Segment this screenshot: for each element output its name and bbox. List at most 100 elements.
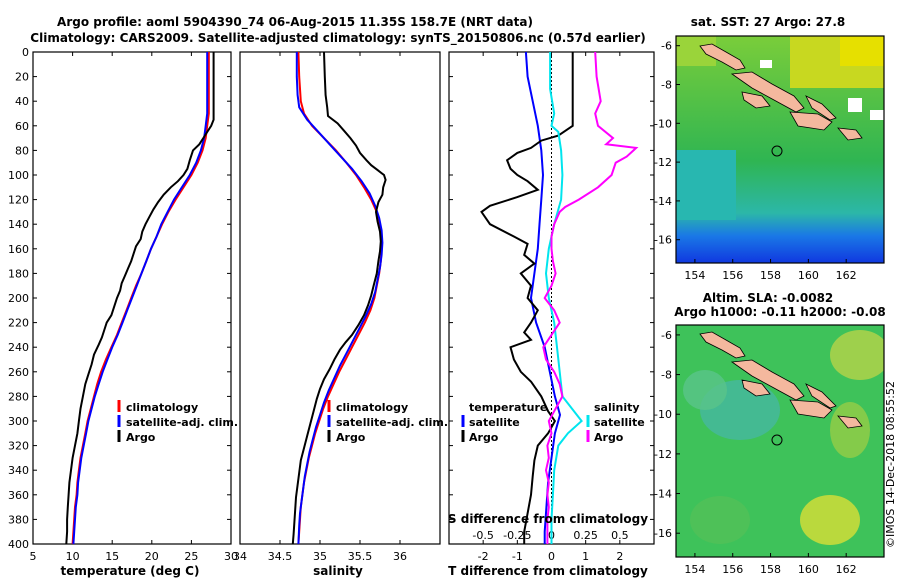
series-argo-line: [291, 51, 387, 545]
s-tick-label: -0.5: [472, 529, 493, 542]
y-tick-label: 220: [8, 317, 29, 330]
map-y-tick-label: -16: [654, 527, 672, 540]
sla-low-anomaly: [690, 496, 750, 544]
sst-cool-patch: [676, 150, 736, 220]
series-t-satellite-line: [524, 51, 562, 544]
salinity-xlabel: salinity: [313, 564, 363, 578]
legend-s-argo-label: Argo: [594, 431, 624, 444]
y-tick-label: 80: [15, 144, 29, 157]
island-guadalcanal: [789, 111, 833, 131]
sla-map-title: Altim. SLA: -0.0082: [703, 291, 834, 305]
map-y-tick-label: -8: [661, 369, 672, 382]
temperature-chart: 0 20 40 60 80 100 120 140 160 180 200 220 240 260 280 3…: [8, 46, 238, 563]
sla-map: [676, 325, 884, 557]
difference-legend: temperature satellite Argo salinity sate…: [461, 401, 645, 444]
y-tick-label: 200: [8, 292, 29, 305]
x-tick-label: 36: [393, 550, 407, 563]
y-tick-label: 100: [8, 169, 29, 182]
y-tick-label: 40: [15, 95, 29, 108]
map-x-tick-label: 158: [760, 269, 781, 282]
temperature-legend: climatology satellite-adj. clim. Argo: [117, 400, 238, 444]
salinity-chart: 34 34.5 35 35.5 36: [233, 51, 407, 563]
map-x-tick-label: 160: [798, 563, 819, 576]
series-satellite-adj-clim--line: [72, 52, 209, 545]
x-tick-label: -1: [512, 550, 523, 563]
temperature-xlabel: temperature (deg C): [61, 564, 200, 578]
figure-title-line2: Climatology: CARS2009. Satellite-adjuste…: [30, 31, 645, 46]
s-tick-label: -0.25: [503, 529, 531, 542]
legend-argo-label: Argo: [126, 431, 156, 444]
sla-map-frame: [675, 324, 885, 558]
argo-position-marker: [771, 145, 783, 157]
map-y-tick-label: -8: [661, 79, 672, 92]
salinity-panel-frame: [239, 51, 441, 545]
island-santa-isabel: [730, 359, 805, 401]
figure-title-line1: Argo profile: aoml 5904390_74 06-Aug-201…: [57, 15, 533, 30]
x-tick-label: 25: [184, 550, 198, 563]
argo-position-marker: [771, 434, 783, 446]
series-s-argo-line: [542, 51, 639, 544]
x-tick-label: 34.5: [268, 550, 293, 563]
y-tick-label: 20: [15, 71, 29, 84]
map-x-tick-label: 156: [722, 269, 743, 282]
map-y-tick-label: -12: [654, 156, 672, 169]
x-tick-label: 1: [582, 550, 589, 563]
sst-cloud-gap: [870, 110, 884, 120]
series-climatology-line: [71, 52, 210, 545]
copyright-stamp: ©IMOS 14-Dec-2018 08:55:52: [884, 381, 897, 548]
map-y-tick-label: -10: [654, 117, 672, 130]
legend-temperature-title: temperature: [469, 401, 547, 414]
island-santa-isabel: [730, 71, 805, 113]
y-tick-label: 140: [8, 218, 29, 231]
island-guadalcanal: [789, 399, 833, 419]
map-y-tick-label: -6: [661, 40, 672, 53]
series-s-satellite-line: [544, 52, 583, 544]
legend-salinity-title: salinity: [594, 401, 640, 414]
y-tick-label: 300: [8, 415, 29, 428]
y-tick-label: 180: [8, 267, 29, 280]
legend-climatology-label: climatology: [126, 401, 198, 414]
map-x-tick-label: 160: [798, 269, 819, 282]
sst-warm-patch: [840, 36, 884, 66]
legend-argo-label: Argo: [336, 431, 366, 444]
map-x-tick-label: 162: [836, 269, 857, 282]
map-x-tick-label: 158: [760, 563, 781, 576]
map-y-tick-label: -12: [654, 448, 672, 461]
y-tick-label: 340: [8, 464, 29, 477]
island-makira: [837, 415, 863, 429]
legend-t-argo-label: Argo: [469, 431, 499, 444]
y-tick-label: 240: [8, 341, 29, 354]
y-tick-label: 320: [8, 440, 29, 453]
y-tick-label: 280: [8, 390, 29, 403]
map-x-tick-label: 156: [722, 563, 743, 576]
legend-satellite-label: satellite-adj. clim.: [336, 416, 448, 429]
x-tick-label: -2: [478, 550, 489, 563]
sst-map-title: sat. SST: 27 Argo: 27.8: [691, 15, 845, 29]
legend-climatology-label: climatology: [336, 401, 408, 414]
x-tick-label: 35: [313, 550, 327, 563]
island-new-georgia: [741, 379, 771, 397]
y-tick-label: 360: [8, 489, 29, 502]
map-y-tick-label: -16: [654, 234, 672, 247]
x-tick-label: 15: [105, 550, 119, 563]
x-tick-label: 35.5: [348, 550, 373, 563]
difference-xlabel: T difference from climatology: [448, 564, 648, 578]
difference-top-xlabel: S difference from climatology: [448, 512, 648, 526]
island-bougainville: [699, 43, 746, 71]
legend-s-satellite-label: satellite: [594, 416, 645, 429]
y-tick-label: 380: [8, 513, 29, 526]
sla-high-anomaly: [830, 330, 884, 380]
y-tick-label: 0: [22, 46, 29, 59]
series-satellite-adj-clim--line: [295, 52, 384, 545]
x-tick-label: 30: [224, 550, 238, 563]
map-x-tick-label: 154: [684, 563, 705, 576]
map-y-tick-label: -10: [654, 408, 672, 421]
sst-cloud-gap: [760, 60, 772, 68]
x-tick-label: 2: [616, 550, 623, 563]
y-tick-label: 120: [8, 194, 29, 207]
sla-high-anomaly: [830, 402, 870, 458]
island-malaita: [805, 383, 837, 409]
island-makira: [837, 127, 863, 141]
sst-cloud-gap: [848, 98, 862, 112]
